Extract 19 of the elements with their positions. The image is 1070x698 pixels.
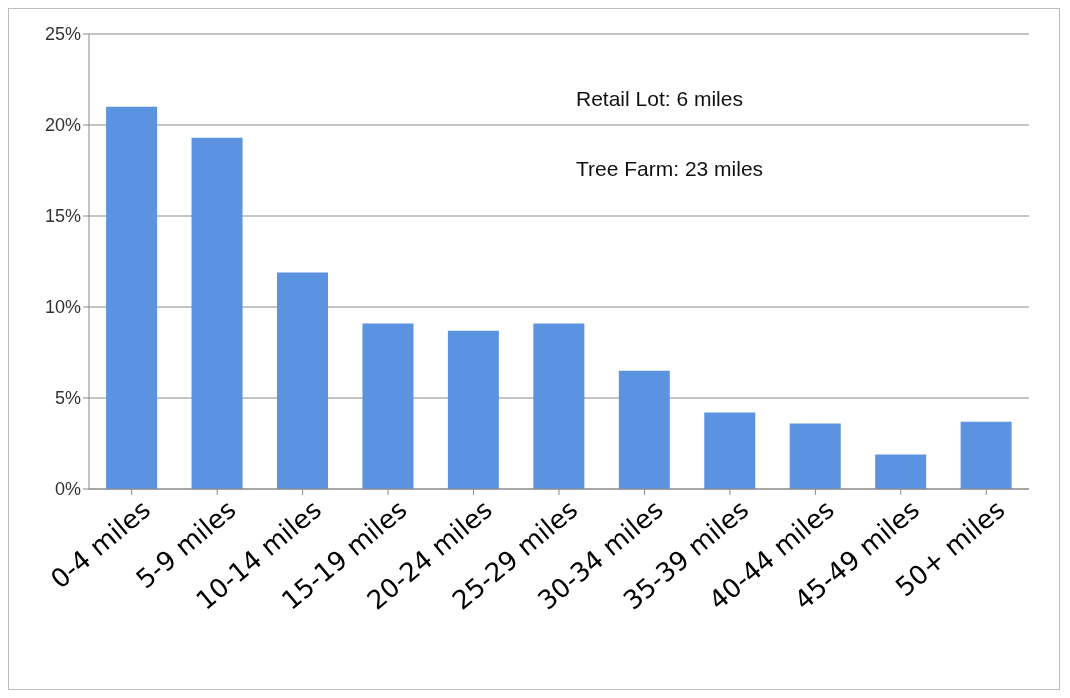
bar <box>362 323 414 489</box>
y-tick-label: 10% <box>44 297 81 318</box>
y-tick-label: 0% <box>54 479 81 500</box>
bar <box>789 423 841 489</box>
annotation: Tree Farm: 23 miles <box>576 157 764 181</box>
bar <box>277 272 328 489</box>
bar <box>960 421 1012 489</box>
annotation: Retail Lot: 6 miles <box>576 87 743 111</box>
bar <box>447 330 499 489</box>
bar <box>106 106 158 489</box>
bar <box>191 137 243 489</box>
bar <box>618 370 670 489</box>
y-tick-label: 25% <box>44 24 81 45</box>
bar <box>704 412 756 489</box>
y-tick-label: 15% <box>44 206 81 227</box>
y-tick-label: 5% <box>54 388 81 409</box>
y-tick-label: 20% <box>44 115 81 136</box>
bar <box>875 454 927 489</box>
bar <box>533 323 585 489</box>
